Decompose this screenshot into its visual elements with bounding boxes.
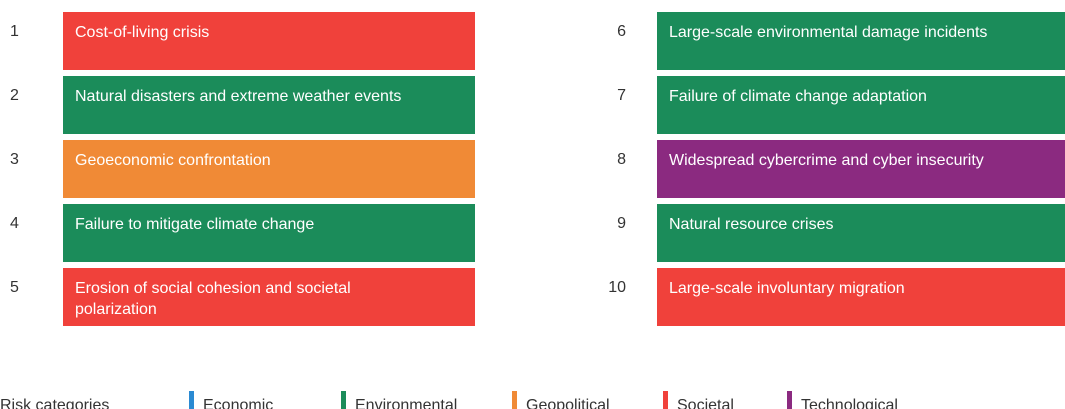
rank-number: 7 [617,87,626,104]
risk-box: Failure to mitigate climate change [63,204,475,262]
legend-label: Technological [801,397,898,409]
rank-number: 3 [10,151,19,168]
legend-label: Environmental [355,397,458,409]
risk-box: Natural resource crises [657,204,1065,262]
risk-box: Erosion of social cohesion and societal … [63,268,475,326]
legend-swatch [341,391,346,409]
risk-box: Natural disasters and extreme weather ev… [63,76,475,134]
rank-number: 4 [10,215,19,232]
risk-label: Erosion of social cohesion and societal … [75,280,351,318]
legend-label: Economic [203,397,274,409]
risk-label: Natural resource crises [669,216,834,233]
risk-label: Widespread cybercrime and cyber insecuri… [669,152,984,169]
legend-label: Geopolitical [526,397,610,409]
risk-box: Large-scale environmental damage inciden… [657,12,1065,70]
risk-box: Large-scale involuntary migration [657,268,1065,326]
legend-swatch [512,391,517,409]
legend-swatch [787,391,792,409]
risk-box: Failure of climate change adaptation [657,76,1065,134]
legend-swatch [189,391,194,409]
rank-number: 8 [617,151,626,168]
risk-label: Geoeconomic confrontation [75,152,271,169]
rank-number: 1 [10,23,19,40]
risk-box: Geoeconomic confrontation [63,140,475,198]
rank-number: 6 [617,23,626,40]
rank-number: 10 [608,279,626,296]
risk-box: Cost-of-living crisis [63,12,475,70]
legend-title: Risk categories [0,397,110,409]
rank-number: 2 [10,87,19,104]
risk-box: Widespread cybercrime and cyber insecuri… [657,140,1065,198]
rank-number: 9 [617,215,626,232]
risk-label: Failure to mitigate climate change [75,216,315,233]
risk-label: Large-scale environmental damage inciden… [669,24,988,41]
rank-number: 5 [10,279,19,296]
legend-swatch [663,391,668,409]
risk-label: Failure of climate change adaptation [669,88,927,105]
legend-label: Societal [677,397,734,409]
risk-label: Large-scale involuntary migration [669,280,905,297]
risk-label: Natural disasters and extreme weather ev… [75,88,402,105]
risk-label: Cost-of-living crisis [75,24,210,41]
